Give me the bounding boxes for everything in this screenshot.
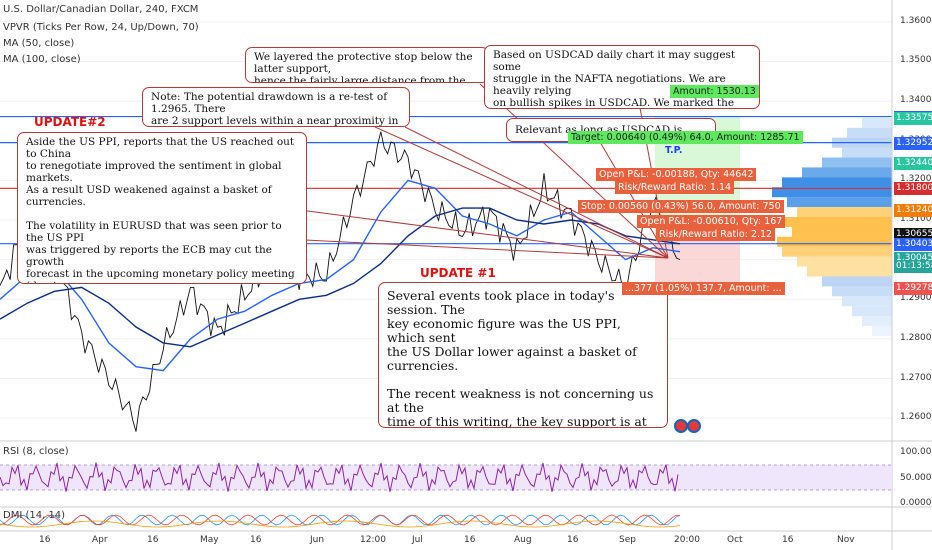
volume-profile-bar: [852, 306, 892, 317]
price-label: 1.31800: [894, 182, 932, 196]
volume-profile-bar: [782, 246, 892, 257]
time-tick: May: [200, 535, 219, 545]
symbol-legend[interactable]: U.S. Dollar/Canadian Dollar, 240, FXCM: [3, 4, 199, 15]
dmi-minus-line: [0, 514, 681, 526]
price-tick: 1.29000: [900, 293, 932, 304]
volume-profile-bar: [842, 147, 892, 158]
dmi-label[interactable]: DMI (14, 14): [3, 510, 66, 521]
ma50-legend[interactable]: MA (50, close): [3, 38, 75, 49]
target-label: Target: 0.00640 (0.49%) 64.0, Amount: 12…: [568, 131, 803, 144]
volume-profile-bar: [802, 167, 892, 178]
dmi-plus-line: [0, 514, 681, 526]
volume-profile-bar: [862, 316, 892, 327]
time-tick: 12:00: [360, 535, 386, 545]
price-label: 1.30655: [894, 227, 932, 241]
amount-label: Amount: 1530.13: [670, 85, 759, 98]
price-label: 1.30403: [894, 237, 932, 251]
update1-note: Several events took place in today's ses…: [378, 282, 668, 428]
volume-profile-bar: [787, 197, 892, 208]
time-tick: Nov: [837, 535, 855, 545]
price-label: 1.29278: [894, 282, 932, 296]
dmi-adx-line: [0, 520, 681, 528]
stop-label-2: ...377 (1.05%) 137.7, Amount: ...: [622, 282, 785, 295]
stop-label-1: Stop: 0.00560 (0.43%) 56.0, Amount: 750: [578, 200, 784, 213]
time-tick: Jun: [310, 535, 325, 545]
price-tick: 1.28000: [900, 332, 932, 343]
daily-chart-note: Based on USDCAD daily chart it may sugge…: [484, 45, 760, 109]
price-label: 01:13:58: [894, 259, 932, 273]
price-tick: 1.32000: [900, 174, 932, 185]
rsi-tick-0: 0.0000: [900, 498, 932, 508]
price-tick: 1.35000: [900, 55, 932, 66]
volume-profile-bar: [797, 207, 892, 218]
volume-profile-bar: [822, 157, 892, 168]
price-label: 1.33575: [894, 111, 932, 125]
volume-profile-bar: [847, 127, 892, 138]
time-tick: 16: [464, 535, 476, 545]
volume-profile-bar: [807, 266, 892, 277]
series-line-0: [0, 131, 681, 432]
series-line-2: [0, 207, 681, 348]
volume-profile-bar: [777, 236, 892, 247]
rsi-tick-50: 50.0000: [900, 473, 932, 483]
volume-profile-bar: [782, 216, 892, 227]
connector-line: [374, 126, 669, 259]
time-tick: 16: [567, 535, 579, 545]
connector-line: [304, 239, 669, 259]
price-tick: 1.31000: [900, 214, 932, 224]
time-tick: 16: [250, 535, 262, 545]
series-line-1: [0, 179, 681, 372]
volume-profile-bar: [782, 177, 892, 188]
time-tick: 16: [782, 535, 794, 545]
time-tick: Oct: [727, 535, 743, 545]
update2-label: UPDATE#2: [34, 115, 106, 129]
volume-profile-bar: [862, 117, 892, 128]
stop-note: We layered the protective stop below the…: [245, 47, 489, 83]
time-tick: 16: [147, 535, 159, 545]
volume-profile-bar: [842, 296, 892, 307]
rsi-line: [0, 462, 679, 492]
volume-profile-bar: [792, 226, 892, 237]
drawdown-note: Note: The potential drawdown is a re-tes…: [142, 87, 410, 127]
volume-profile-bar: [772, 187, 892, 198]
price-tick: 1.36000: [900, 15, 932, 26]
time-tick: Jul: [412, 535, 423, 545]
update2-note: Aside the US PPI, reports that the US re…: [17, 132, 307, 284]
open-pl-label-2: Open P&L: -0.00610, Qty: 167: [637, 215, 786, 228]
price-label: 1.32952: [894, 136, 932, 150]
connector-line: [299, 209, 669, 259]
open-pl-label-1: Open P&L: -0.00188, Qty: 44642: [596, 168, 757, 181]
price-series: [0, 131, 681, 432]
tp-label: T.P.: [665, 145, 683, 156]
us-flag-icon: [687, 419, 701, 433]
us-flag-icon: [674, 419, 688, 433]
price-tick: 1.27000: [900, 372, 932, 383]
time-tick: 16: [39, 535, 51, 545]
price-tick: 1.26000: [900, 412, 932, 423]
connector-line: [404, 126, 669, 259]
vpvr-legend[interactable]: VPVR (Ticks Per Row, 24, Up/Down, 70): [3, 22, 199, 33]
volume-profile-bar: [797, 256, 892, 267]
price-label: 1.32440: [894, 156, 932, 170]
connector-line: [479, 83, 669, 259]
update1-label: UPDATE #1: [420, 266, 496, 280]
rsi-tick-100: 100.0000: [900, 447, 932, 457]
volume-profile-bar: [832, 286, 892, 297]
rsi-label[interactable]: RSI (8, close): [3, 446, 69, 457]
ma100-legend[interactable]: MA (100, close): [3, 54, 81, 65]
price-label: 1.31240: [894, 204, 932, 218]
risk-reward-label-2: Risk/Reward Ratio: 2.12: [656, 228, 776, 241]
price-tick: 1.34000: [900, 95, 932, 106]
time-tick: 20:00: [674, 535, 700, 545]
time-tick: Apr: [92, 535, 108, 545]
volume-profile-bar: [872, 325, 892, 336]
time-tick: Aug: [514, 535, 532, 545]
time-tick: Sep: [619, 535, 636, 545]
risk-reward-label-1: Risk/Reward Ratio: 1.14: [615, 181, 735, 194]
volume-profile-bar: [822, 276, 892, 287]
volume-profile: [772, 117, 892, 336]
